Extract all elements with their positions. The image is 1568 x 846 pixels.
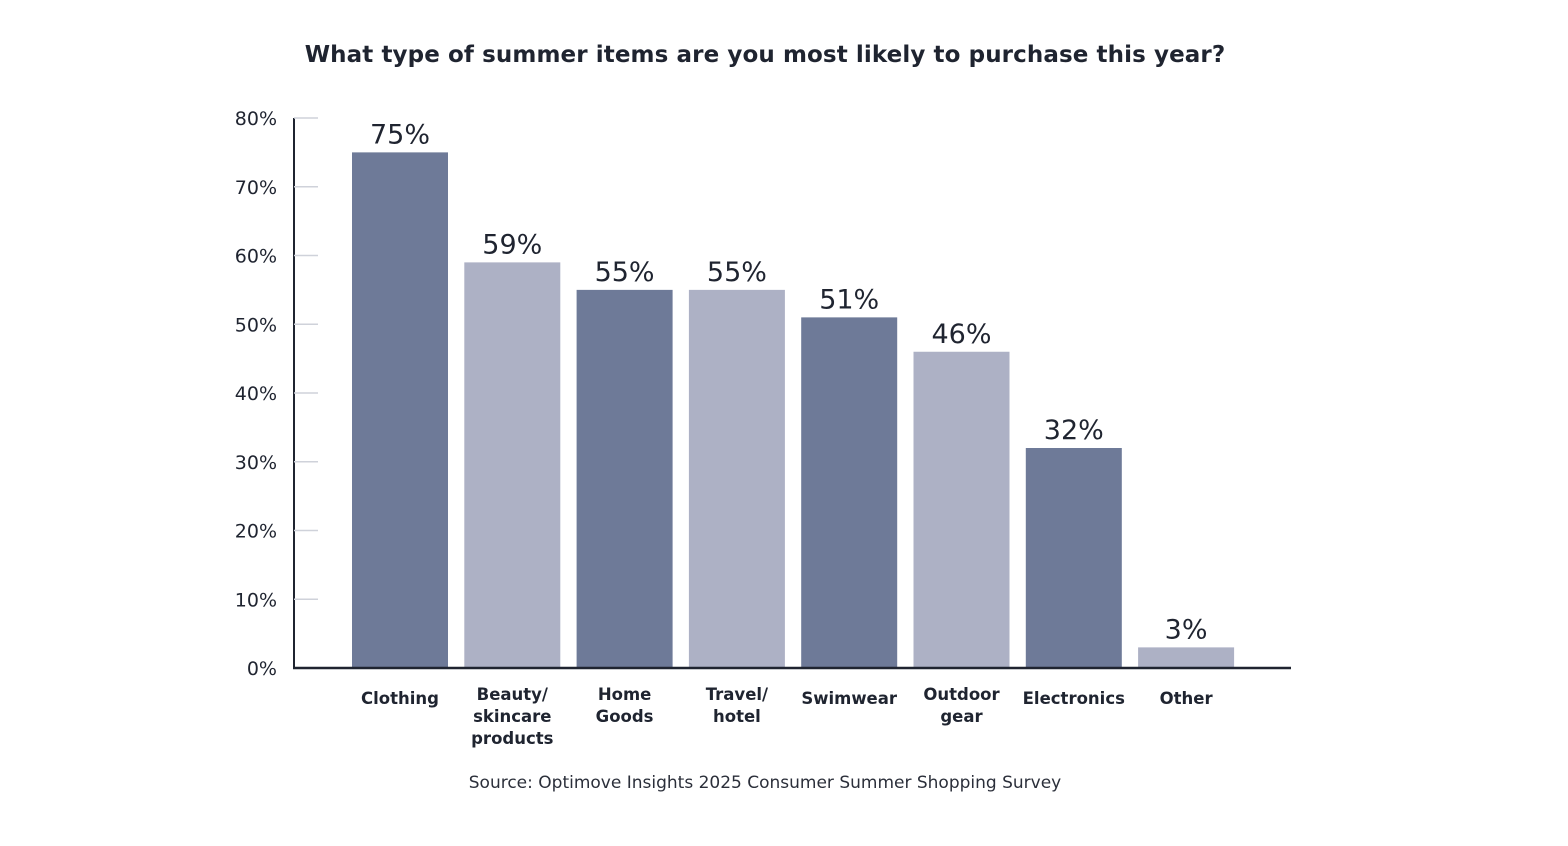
- x-category-label-line: Other: [1160, 689, 1214, 708]
- y-tick-label: 50%: [235, 314, 277, 336]
- bar: [688, 289, 785, 668]
- x-category-label-line: gear: [940, 707, 983, 726]
- y-tick-label: 10%: [235, 589, 277, 611]
- x-category-label-line: Outdoor: [923, 685, 1000, 704]
- bar-value-label: 51%: [819, 284, 879, 315]
- bar-value-label: 55%: [707, 257, 767, 288]
- bar: [1138, 647, 1235, 668]
- x-category-label-line: Beauty/: [477, 685, 549, 704]
- bar: [464, 262, 561, 668]
- chart-source: Source: Optimove Insights 2025 Consumer …: [468, 773, 1062, 793]
- x-category-label: Clothing: [361, 689, 439, 708]
- x-axis-labels: Clothing Beauty/skincare products Home Goods…: [361, 685, 1213, 748]
- bar-value-label: 59%: [482, 229, 542, 260]
- y-tick-label: 20%: [235, 521, 277, 543]
- chart-title: What type of summer items are you most l…: [304, 42, 1226, 68]
- x-category-label-line: Home: [598, 685, 652, 704]
- bar-value-label: 32%: [1044, 415, 1104, 446]
- x-category-label: Beauty/skincare products: [471, 685, 554, 748]
- bar: [576, 289, 673, 668]
- bar: [1025, 448, 1122, 668]
- y-tick-label: 80%: [235, 108, 277, 130]
- x-category-label-line: Goods: [596, 707, 654, 726]
- x-category-label-line: hotel: [713, 707, 761, 726]
- x-category-label: Home Goods: [596, 685, 654, 726]
- x-category-label: Electronics: [1023, 689, 1125, 708]
- bar-value-label: 3%: [1165, 614, 1208, 645]
- bar-value-label: 46%: [931, 319, 991, 350]
- value-labels: 75% 59% 55% 55% 51% 46% 32% 3%: [370, 119, 1208, 645]
- y-tick-label: 60%: [235, 246, 277, 268]
- x-category-label: Travel/hotel: [706, 685, 769, 726]
- x-category-label-line: Electronics: [1023, 689, 1125, 708]
- x-category-label: Other: [1160, 689, 1214, 708]
- bar-value-label: 75%: [370, 119, 430, 150]
- x-category-label: Outdoor gear: [923, 685, 1000, 726]
- bar: [801, 317, 898, 668]
- x-category-label-line: Clothing: [361, 689, 439, 708]
- y-tick-label: 40%: [235, 383, 277, 405]
- x-category-label-line: Travel/: [706, 685, 769, 704]
- y-tick-label: 0%: [247, 658, 277, 680]
- x-category-label-line: products: [471, 729, 554, 748]
- y-tick-label: 70%: [235, 177, 277, 199]
- bars: [293, 152, 1291, 670]
- bar: [352, 152, 448, 668]
- bar: [913, 351, 1010, 668]
- x-category-label-line: skincare: [473, 707, 551, 726]
- x-category-label-line: Swimwear: [801, 689, 898, 708]
- x-category-label: Swimwear: [801, 689, 898, 708]
- y-axis: 0% 10% 20% 30% 40% 50% 60% 70% 80%: [235, 108, 318, 680]
- y-tick-label: 30%: [235, 452, 277, 474]
- bar-value-label: 55%: [595, 257, 655, 288]
